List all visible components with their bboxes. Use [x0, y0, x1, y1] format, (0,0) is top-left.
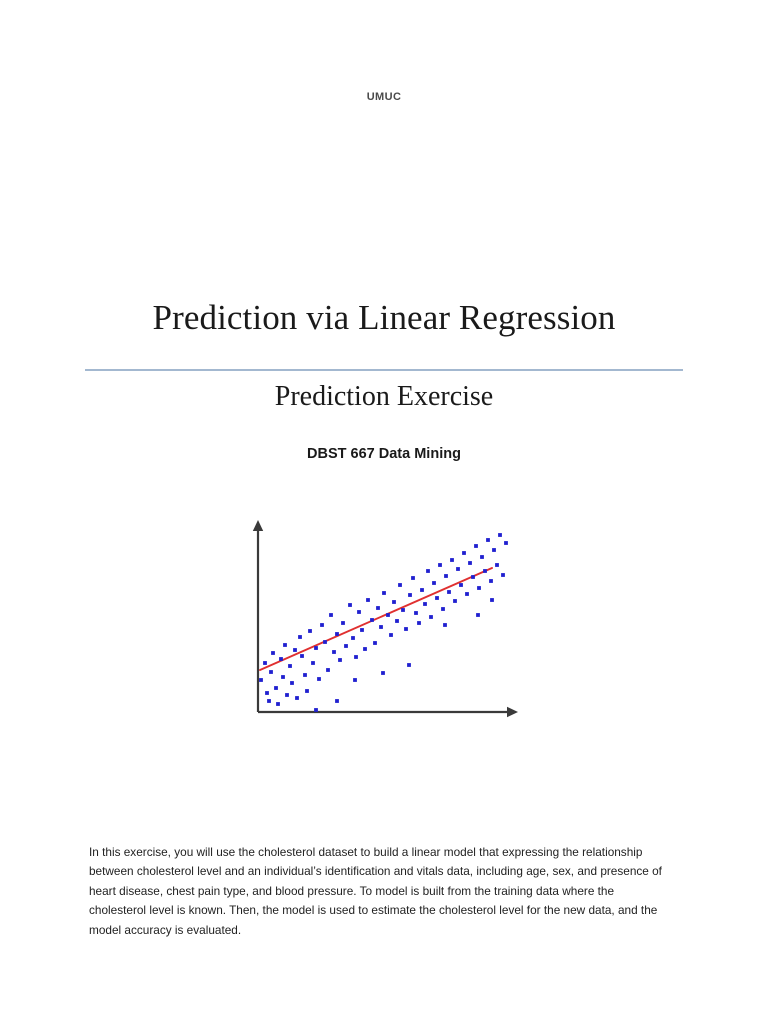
running-header-institution: UMUC [366, 91, 402, 103]
regression-line [259, 567, 493, 671]
course-label: DBST 667 Data Mining [307, 446, 461, 462]
page-subtitle: Prediction Exercise [274, 381, 494, 412]
page-title: Prediction via Linear Regression [152, 298, 616, 337]
chart-axes [252, 520, 518, 718]
title-block: Prediction via Linear Regression [0, 296, 768, 340]
scatter-points [259, 533, 508, 712]
regression-scatter-chart [252, 520, 518, 718]
exercise-description-paragraph: In this exercise, you will use the chole… [89, 845, 662, 937]
title-divider-rule [85, 369, 683, 371]
scatter-plot-figure [240, 505, 530, 735]
